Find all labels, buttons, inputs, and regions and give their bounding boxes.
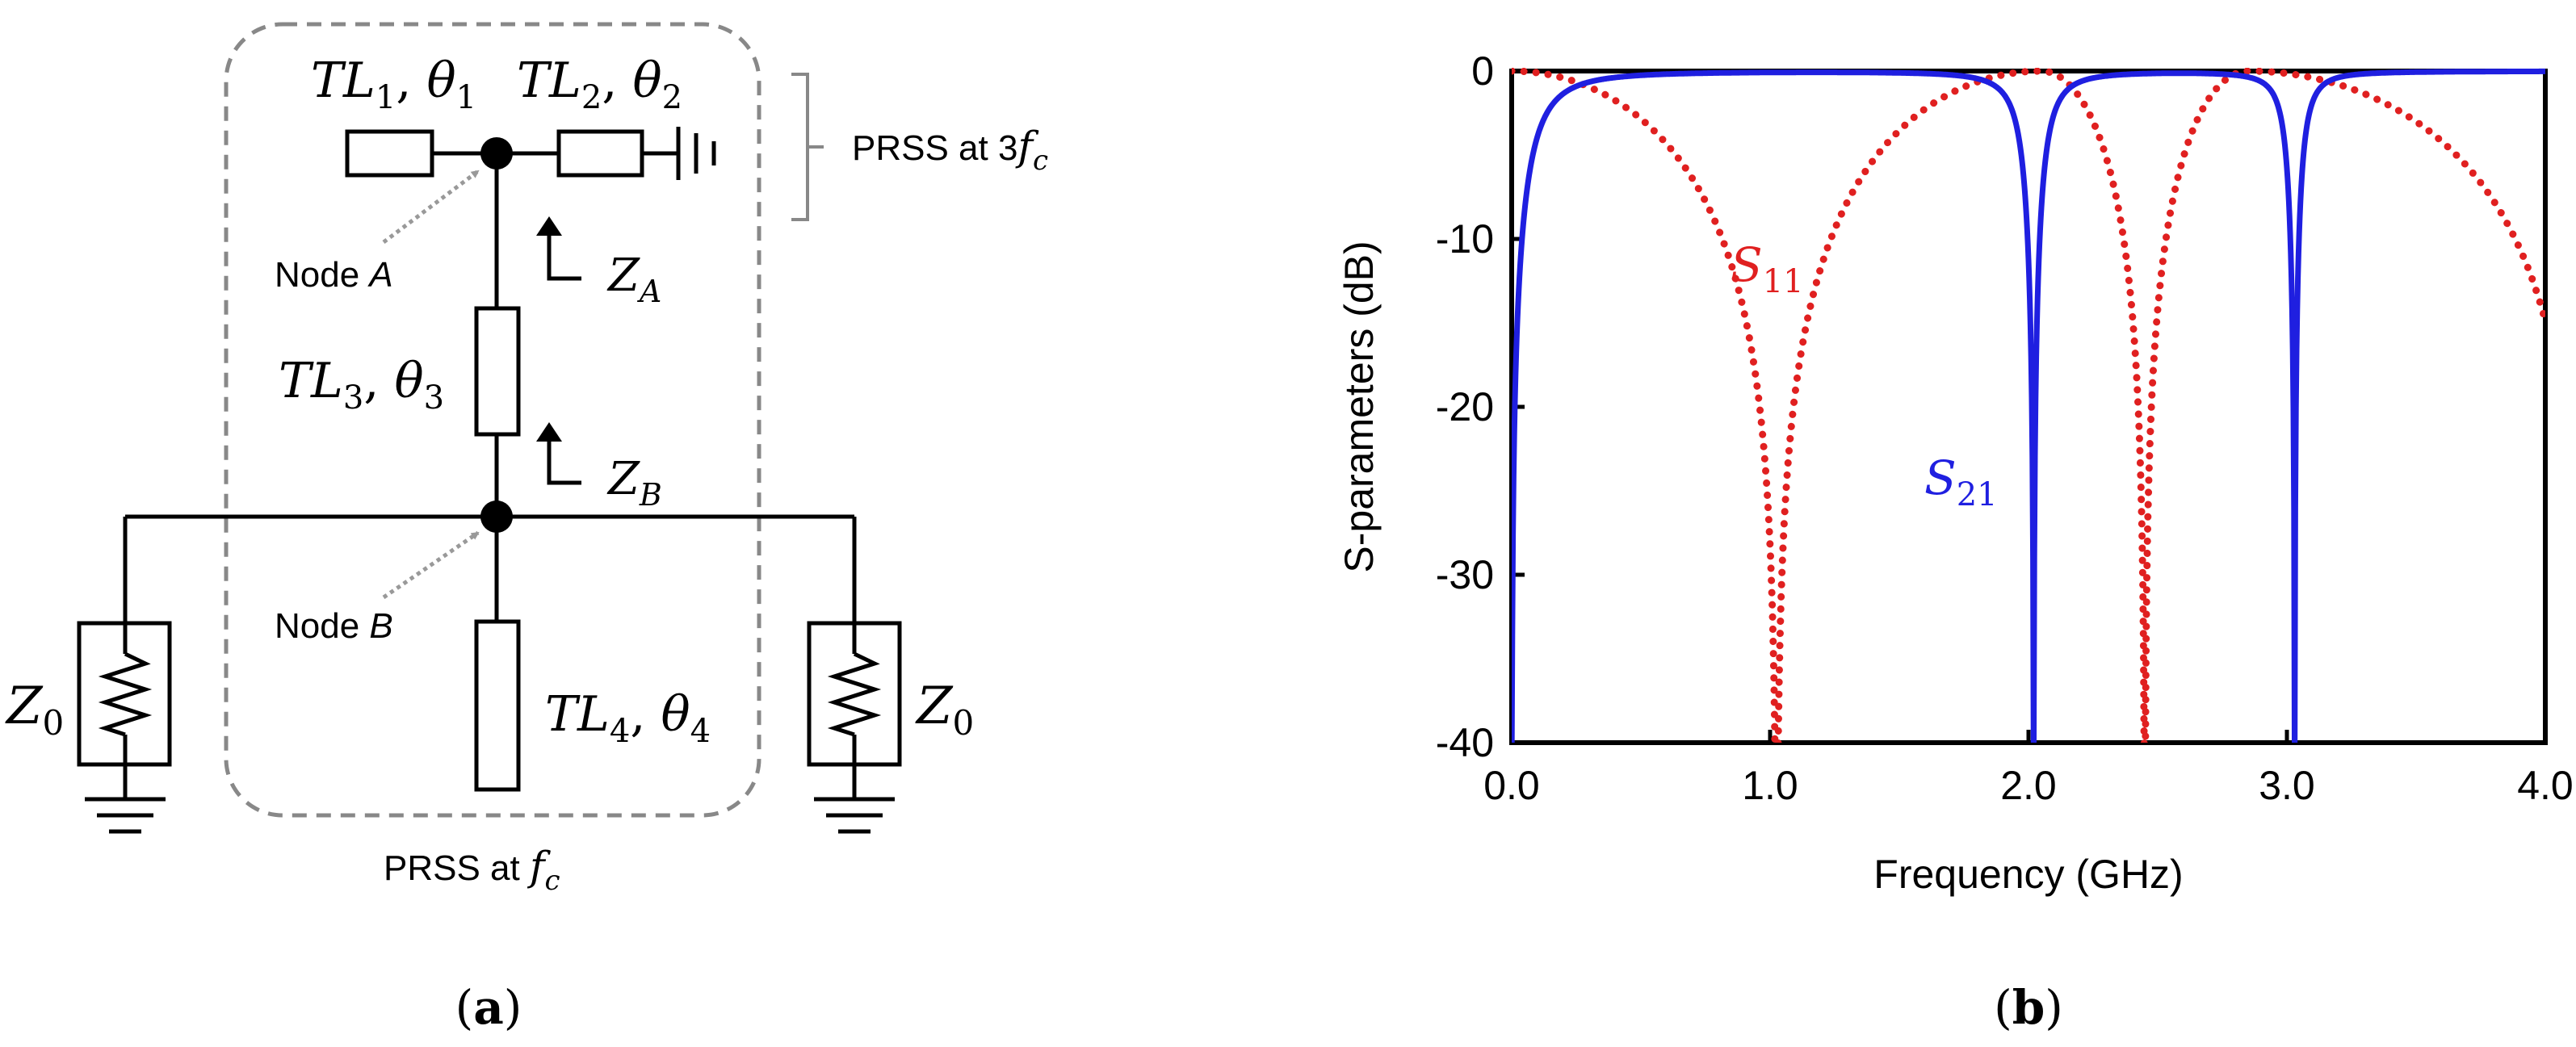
x-tick-label: 4.0 (2517, 763, 2574, 808)
y-tick-label: 0 (1471, 48, 1494, 94)
caption-a: (a) (455, 980, 522, 1035)
tl3-element (474, 306, 521, 437)
tl4-element (474, 619, 521, 792)
s11-curve (1512, 68, 2545, 743)
tl1-label: TL1, θ1 (311, 52, 476, 116)
tl4-label: TL4, θ4 (545, 686, 711, 750)
tl2-element (556, 129, 644, 178)
right-port (807, 517, 902, 834)
tl2-label: TL2, θ2 (517, 52, 682, 116)
z0-right-label: Z0 (915, 676, 974, 743)
node-b-label: Node B (275, 606, 393, 646)
prss-top-label: PRSS at 3fc (852, 123, 1048, 177)
zb-arrow (536, 422, 581, 485)
s-parameter-chart: 0 -10 -20 -30 -40 0.0 1.0 2.0 3.0 4.0 S11 S21 Fr… (1336, 48, 2574, 1035)
prss-bottom-label: PRSS at fc (384, 843, 560, 897)
za-label: ZA (606, 249, 661, 309)
s21-legend-label: S21 (1924, 450, 1998, 513)
vertical-ground-symbol (676, 127, 716, 180)
x-tick-label: 2.0 (2000, 763, 2057, 808)
za-arrow (536, 216, 581, 281)
plot-frame (1509, 69, 2548, 745)
node-a-pointer (382, 170, 480, 244)
x-ticks: 0.0 1.0 2.0 3.0 4.0 (1483, 730, 2574, 808)
node-a-label: Node A (275, 255, 393, 295)
x-tick-label: 1.0 (1742, 763, 1798, 808)
prss-dashed-enclosure (224, 22, 761, 818)
tl1-element (345, 129, 434, 178)
zb-label: ZB (606, 453, 662, 513)
y-tick-label: -20 (1436, 384, 1494, 429)
y-axis-label: S-parameters (dB) (1336, 241, 1382, 572)
y-tick-label: -10 (1436, 216, 1494, 262)
caption-b: (b) (1994, 980, 2063, 1035)
x-axis-label: Frequency (GHz) (1873, 852, 2183, 897)
y-tick-label: -30 (1436, 552, 1494, 597)
y-ticks: 0 -10 -20 -30 -40 (1436, 48, 1525, 765)
s21-curve (1512, 68, 2545, 743)
tl3-label: TL3, θ3 (279, 353, 444, 417)
node-b-pointer (382, 530, 480, 600)
circuit-diagram: TL1, θ1 TL2, θ2 TL3, θ3 TL4, θ4 PRSS at … (5, 22, 1048, 1035)
left-port (77, 517, 172, 834)
s11-legend-label: S11 (1731, 237, 1804, 300)
x-tick-label: 0.0 (1483, 763, 1540, 808)
x-tick-label: 3.0 (2259, 763, 2315, 808)
z0-left-label: Z0 (5, 676, 64, 743)
y-tick-label: -40 (1436, 720, 1494, 765)
prss-bracket (791, 73, 809, 221)
